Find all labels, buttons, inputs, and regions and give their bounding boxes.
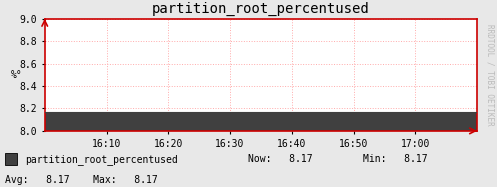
Text: Min:   8.17: Min: 8.17 <box>363 154 427 164</box>
Title: partition_root_percentused: partition_root_percentused <box>152 2 370 16</box>
Text: RRDTOOL / TOBI OETIKER: RRDTOOL / TOBI OETIKER <box>486 24 495 126</box>
Text: Avg:   8.17    Max:   8.17: Avg: 8.17 Max: 8.17 <box>5 174 158 185</box>
Y-axis label: %°: %° <box>11 70 22 80</box>
Text: Now:   8.17: Now: 8.17 <box>248 154 313 164</box>
Text: partition_root_percentused: partition_root_percentused <box>25 154 177 165</box>
